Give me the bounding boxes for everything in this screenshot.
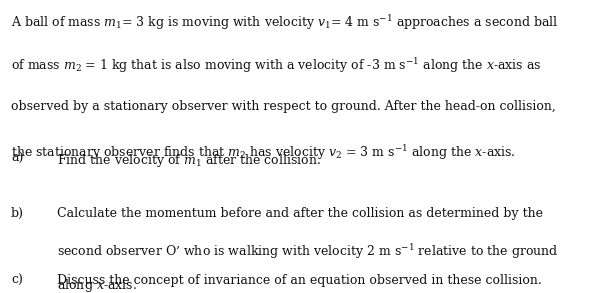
Text: Discuss the concept of invariance of an equation observed in these collision.: Discuss the concept of invariance of an …: [57, 274, 542, 287]
Text: along $x$-axis.: along $x$-axis.: [57, 277, 137, 293]
Text: the stationary observer finds that $m_2$ has velocity $v_2$ = 3 m s$^{-1}$ along: the stationary observer finds that $m_2$…: [11, 143, 515, 162]
Text: a): a): [11, 152, 23, 165]
Text: Calculate the momentum before and after the collision as determined by the: Calculate the momentum before and after …: [57, 207, 543, 219]
Text: Find the velocity of $m_1$ after the collision.: Find the velocity of $m_1$ after the col…: [57, 152, 322, 169]
Text: second observer O’ who is walking with velocity 2 m s$^{-1}$ relative to the gro: second observer O’ who is walking with v…: [57, 242, 559, 261]
Text: observed by a stationary observer with respect to ground. After the head-on coll: observed by a stationary observer with r…: [11, 100, 555, 113]
Text: of mass $m_2$ = 1 kg that is also moving with a velocity of -3 m s$^{-1}$ along : of mass $m_2$ = 1 kg that is also moving…: [11, 57, 541, 76]
Text: A ball of mass $m_1$= 3 kg is moving with velocity $v_1$= 4 m s$^{-1}$ approache: A ball of mass $m_1$= 3 kg is moving wit…: [11, 13, 558, 32]
Text: c): c): [11, 274, 23, 287]
Text: b): b): [11, 207, 24, 219]
